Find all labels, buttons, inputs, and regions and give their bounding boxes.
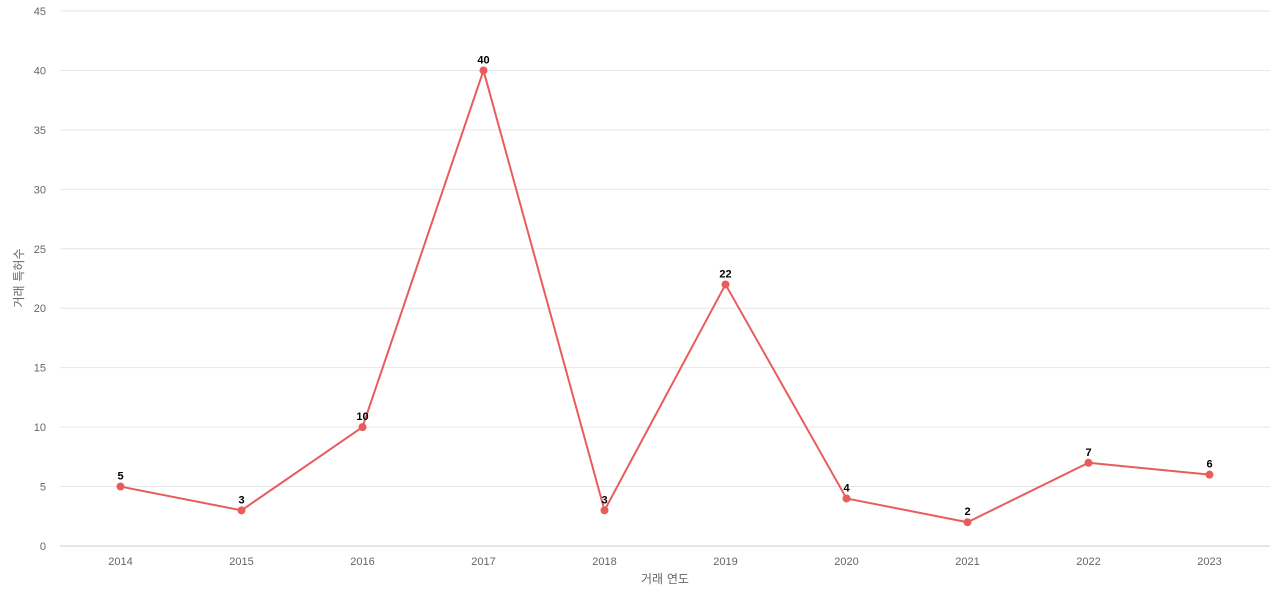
y-tick-label: 45 [34,6,46,18]
data-label: 10 [356,411,368,423]
y-tick-label: 40 [34,65,46,77]
y-tick-label: 20 [34,303,46,315]
x-tick-label: 2020 [834,556,858,568]
series-layer [116,66,1214,527]
data-point [600,506,609,515]
y-tick-label: 15 [34,363,46,375]
x-tick-label: 2023 [1197,556,1221,568]
data-label: 7 [1085,447,1091,459]
data-point [116,482,125,491]
data-label: 22 [719,268,731,280]
data-point [842,494,851,503]
data-point [358,423,367,432]
y-tick-label: 25 [34,244,46,256]
y-axis-title: 거래 특허수 [12,248,26,307]
x-axis-title: 거래 연도 [641,572,689,586]
data-point [1205,470,1214,479]
y-tick-label: 30 [34,184,46,196]
x-tick-label: 2015 [229,556,253,568]
y-tick-label: 5 [40,482,46,494]
x-tick-label: 2019 [713,556,737,568]
data-point [963,518,972,527]
x-tick-label: 2016 [350,556,374,568]
data-label: 4 [843,482,850,494]
data-label: 40 [477,54,489,66]
grid-layer [60,10,1270,547]
data-label: 2 [964,506,970,518]
data-labels: 5 3 10 40 3 22 4 2 7 6 [117,54,1212,518]
y-tick-label: 35 [34,125,46,137]
x-tick-label: 2022 [1076,556,1100,568]
y-tick-labels: 0 5 10 15 20 25 30 35 40 45 [34,6,46,553]
x-tick-label: 2018 [592,556,616,568]
data-point [721,280,730,289]
data-point [237,506,246,515]
data-label: 5 [117,471,123,483]
x-tick-labels: 2014 2015 2016 2017 2018 2019 2020 2021 2022 2023 [108,556,1221,568]
data-label: 3 [238,494,244,506]
data-point [479,66,488,75]
x-tick-label: 2021 [955,556,979,568]
x-tick-label: 2014 [108,556,132,568]
y-tick-label: 0 [40,541,46,553]
series-line [120,69,1210,524]
data-point [1084,458,1093,467]
y-tick-label: 10 [34,422,46,434]
data-label: 6 [1206,459,1212,471]
data-label: 3 [601,494,607,506]
x-tick-label: 2017 [471,556,495,568]
